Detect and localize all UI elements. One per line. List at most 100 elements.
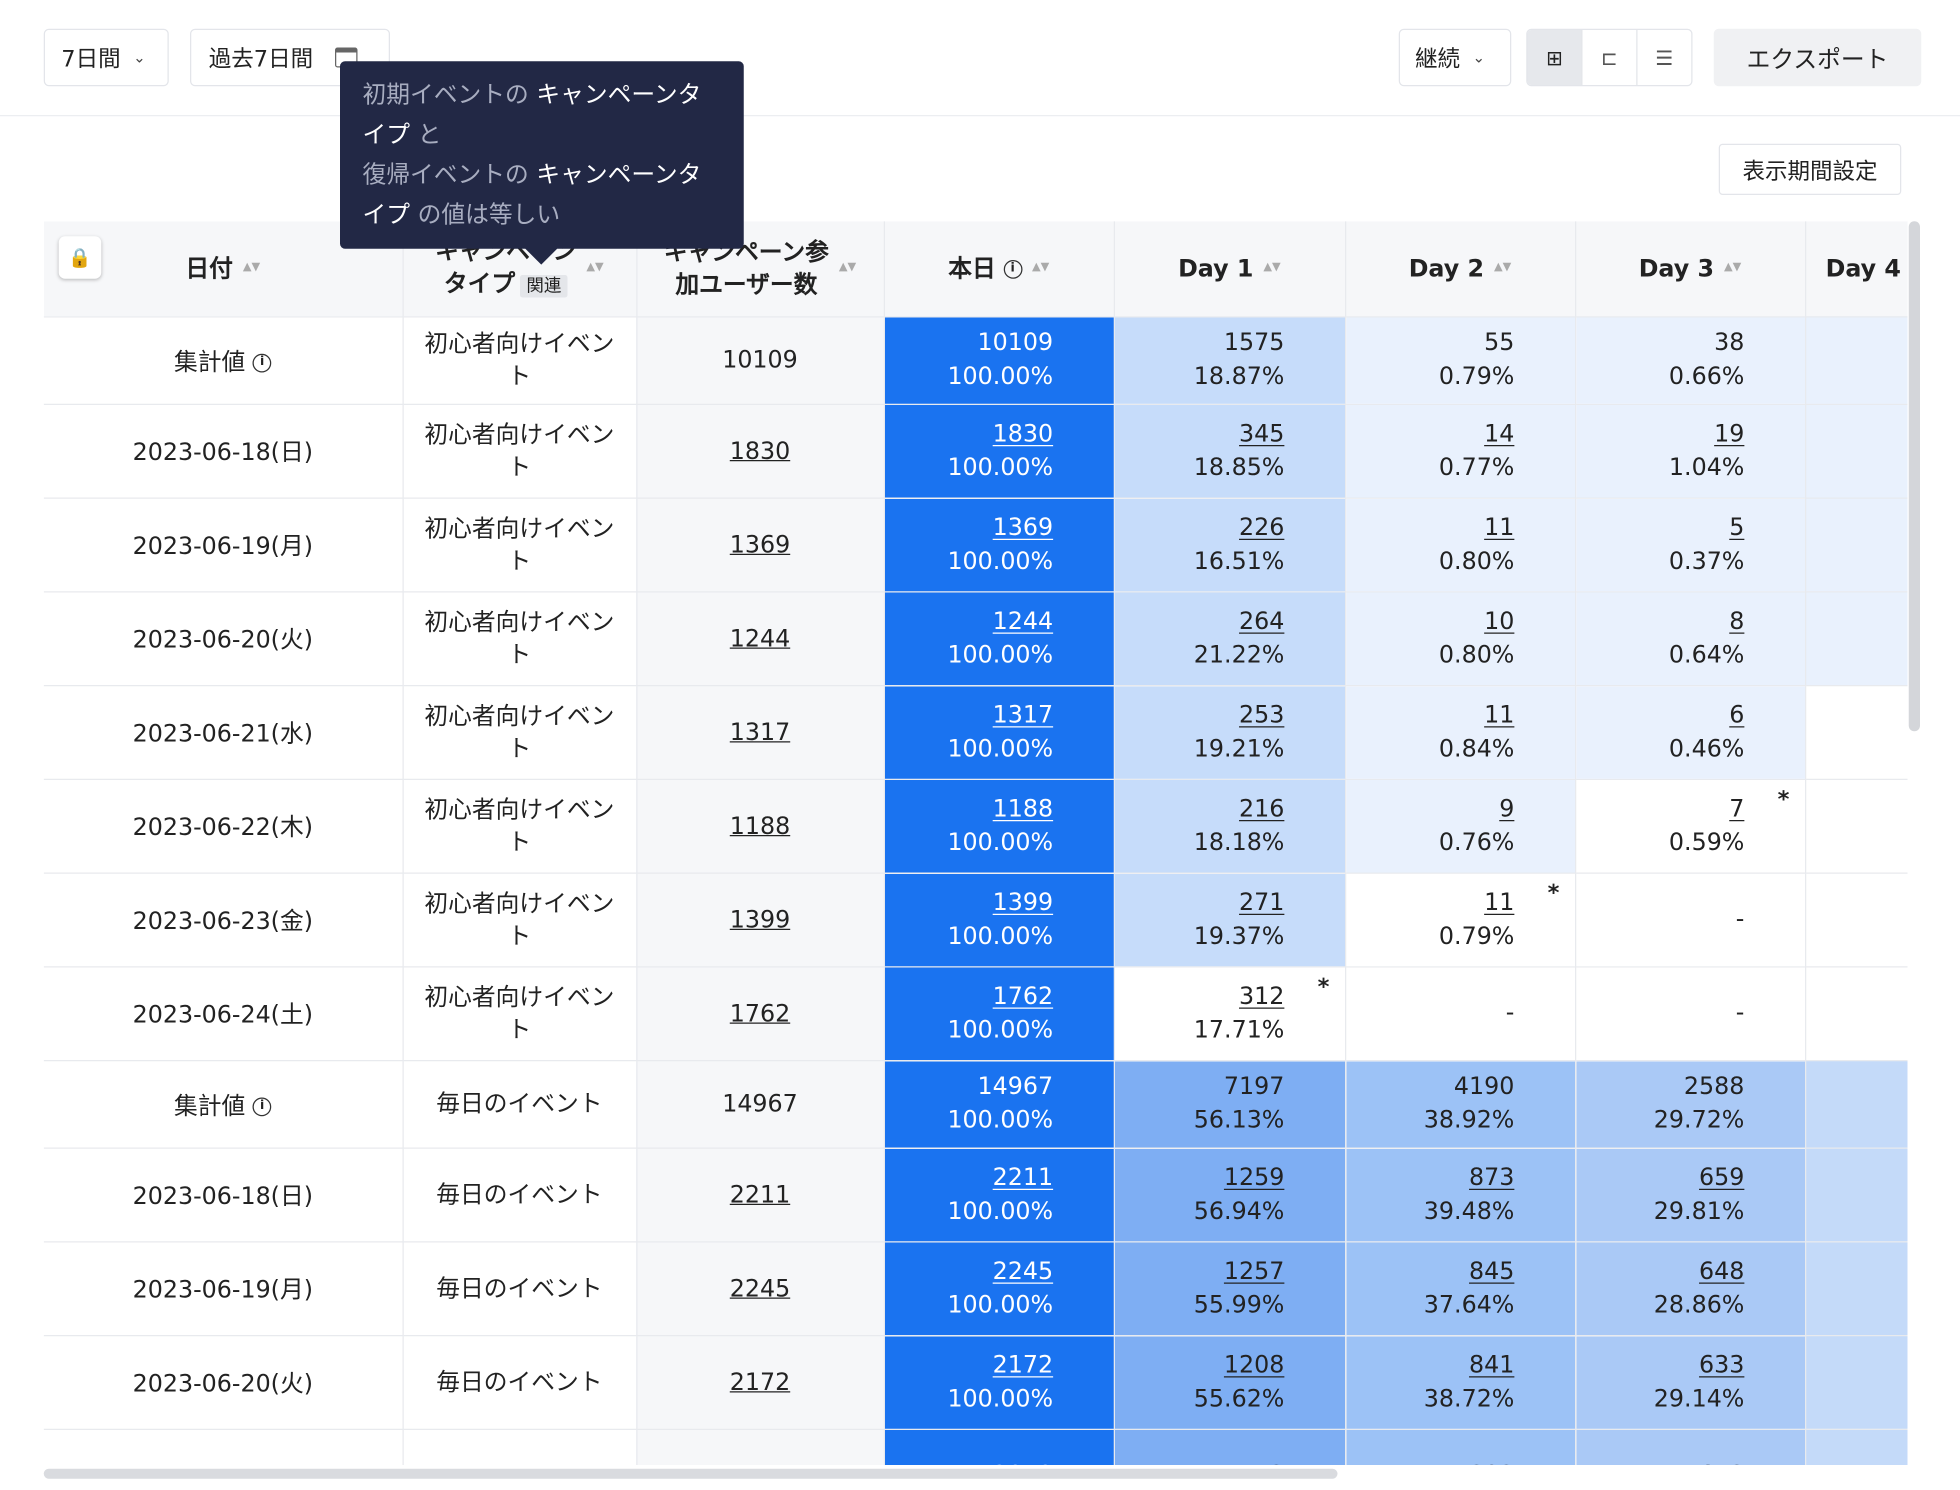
list-view-button[interactable]: ☰ [1638,30,1692,85]
users-link[interactable]: 2172 [729,1368,791,1396]
sort-icon[interactable]: ▲▼ [1263,261,1281,275]
count-link[interactable]: 1208 [1223,1350,1285,1379]
count-link[interactable]: 2172 [992,1350,1054,1379]
count-link[interactable]: 845 [1469,1256,1515,1285]
count-link[interactable]: 1830 [992,419,1054,447]
count-link[interactable]: 11 [1484,700,1515,729]
count-link[interactable]: 8 [1729,606,1745,635]
count-link[interactable]: 1244 [992,606,1054,635]
count-link[interactable]: 10 [1484,606,1515,635]
count-link[interactable]: 11 [1484,513,1515,541]
count-link[interactable]: 841 [1469,1350,1515,1379]
users-cell: 1188 [636,778,885,874]
date-range-picker[interactable]: 過去7日間 [190,28,390,87]
count-link[interactable]: 5 [1729,513,1745,541]
count-link[interactable]: 6 [1729,700,1745,729]
campaign-type-cell: 毎日のイベント [402,1335,637,1430]
sort-icon[interactable]: ▲▼ [1723,261,1742,275]
info-icon[interactable]: i [252,1096,272,1116]
count-link[interactable]: 1153 [1224,1461,1284,1465]
count-link[interactable]: 1369 [992,513,1054,541]
count-link[interactable]: 1188 [992,794,1054,822]
table-view-button[interactable]: ⊞ [1527,30,1583,85]
count-link[interactable]: 2245 [992,1256,1054,1285]
users-link[interactable]: 1317 [729,718,791,746]
sort-icon[interactable]: ▲▼ [586,261,604,275]
horizontal-scrollbar[interactable] [43,1468,1338,1479]
count-link[interactable]: 9 [1499,794,1515,822]
sort-icon[interactable]: ▲▼ [838,261,857,275]
info-icon[interactable]: i [252,353,272,372]
sort-icon[interactable]: ▲▼ [1493,261,1512,275]
count-link[interactable]: 659 [1699,1163,1745,1191]
users-link[interactable]: 1762 [729,999,791,1027]
table-row: 2023-06-20(火) 毎日のイベント 2172 2172 100.00% 1208 5… [43,1335,1908,1430]
column-header-day1[interactable]: Day 1 ▲▼ [1113,221,1346,317]
count-link[interactable]: 7 [1729,794,1745,822]
sort-icon[interactable]: ▲▼ [242,261,261,275]
users-link[interactable]: 2211 [729,1180,791,1209]
day4-cell [1805,685,1908,780]
column-header-day2[interactable]: Day 2 ▲▼ [1345,221,1576,317]
count-link[interactable]: 648 [1699,1461,1744,1465]
count-link[interactable]: 2079 [993,1461,1053,1465]
rate-value: 55.62% [1193,1384,1285,1412]
users-value: 14967 [722,1090,798,1118]
count-link[interactable]: 648 [1699,1256,1745,1285]
count-link[interactable]: 1257 [1223,1256,1285,1285]
users-link[interactable]: 1369 [729,530,791,559]
count-value: 7197 [1223,1072,1285,1101]
period-dropdown[interactable]: 7日間 ⌄ [43,28,169,87]
count-link[interactable]: 633 [1699,1350,1745,1379]
related-badge[interactable]: 関連 [520,274,568,298]
table-row: 2023-06-21(水) 初心者向けイベント 1317 1317 100.00% 253… [43,685,1908,780]
count-link[interactable]: 1259 [1223,1163,1285,1191]
vertical-scrollbar[interactable] [1908,221,1920,732]
count-link[interactable]: 14 [1484,419,1515,447]
count-link[interactable]: 216 [1239,794,1285,822]
count-link[interactable]: 226 [1239,513,1285,541]
mode-dropdown[interactable]: 継続 ⌄ [1398,28,1512,87]
count-link[interactable]: 1399 [992,888,1054,916]
incomplete-marker: * [1547,879,1560,906]
date-cell: 2023-06-21(水) [43,685,404,780]
column-header-today[interactable]: 本日 i ▲▼ [883,221,1115,317]
campaign-type-cell: 毎日のイベント [402,1241,637,1336]
column-header-date[interactable]: 🔒 日付 ▲▼ [43,221,404,317]
column-header-users[interactable]: キャンペーン参 加ユーザー数 ▲▼ [636,221,885,317]
count-link[interactable]: 1762 [992,981,1054,1010]
count-link[interactable]: 312 [1239,981,1285,1010]
day3-cell: 19 1.04% [1575,403,1806,499]
today-cell: 1399 100.00% [883,872,1115,967]
header-users-label-b: 加ユーザー数 [675,270,818,299]
date-cell: 2023-06-20(火) [43,1335,404,1430]
rate-value: 100.00% [947,1384,1054,1412]
cohort-view-button[interactable]: ⊏ [1583,30,1638,85]
count-link[interactable]: 19 [1714,419,1745,447]
users-link[interactable]: 1830 [729,436,791,465]
users-link[interactable]: 1188 [729,811,791,840]
count-link[interactable]: 11 [1484,888,1515,916]
info-icon[interactable]: i [1003,259,1022,279]
lock-icon[interactable]: 🔒 [58,236,102,279]
count-link[interactable]: 1317 [992,700,1054,729]
sort-icon[interactable]: ▲▼ [1031,261,1050,275]
day3-cell: 648 28.86% [1575,1241,1806,1336]
export-button[interactable]: エクスポート [1713,28,1922,87]
column-header-day4[interactable]: Day 4 [1805,221,1908,317]
count-link[interactable]: 2211 [992,1163,1054,1191]
users-link[interactable]: 1399 [729,905,791,934]
users-link[interactable]: 2245 [729,1274,791,1302]
count-link[interactable]: 803 [1469,1461,1514,1465]
column-header-day3[interactable]: Day 3 ▲▼ [1575,221,1806,317]
count-link[interactable]: 271 [1239,888,1285,916]
rate-value: 55.99% [1193,1290,1285,1319]
display-period-setting-button[interactable]: 表示期間設定 [1718,143,1902,195]
users-link[interactable]: 1244 [729,624,791,652]
today-cell: 1244 100.00% [883,591,1115,686]
aggregate-row: 集計値 i 毎日のイベント 14967 14967 100.00% 7197 56.13% 41… [43,1060,1908,1149]
count-link[interactable]: 873 [1469,1163,1515,1191]
count-link[interactable]: 264 [1239,606,1285,635]
count-link[interactable]: 345 [1239,419,1285,447]
count-link[interactable]: 253 [1239,700,1285,729]
